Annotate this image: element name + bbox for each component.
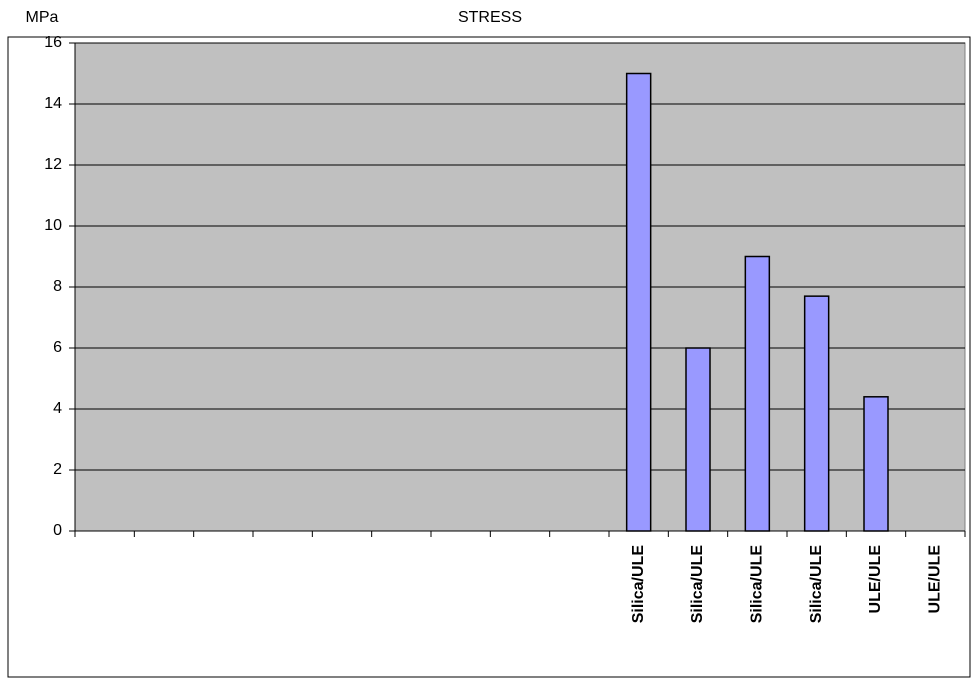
y-axis-label: MPa xyxy=(26,9,59,26)
x-tick-label: Silica/ULE xyxy=(749,545,766,624)
x-tick-label: Silica/ULE xyxy=(630,545,647,624)
chart-title: STRESS xyxy=(458,9,522,26)
x-tick-label: Silica/ULE xyxy=(808,545,825,624)
y-tick-label: 10 xyxy=(44,217,62,234)
y-tick-label: 16 xyxy=(44,34,62,51)
bar xyxy=(744,255,771,532)
y-tick-label: 8 xyxy=(53,278,62,295)
y-tick-label: 12 xyxy=(44,156,62,173)
bar xyxy=(863,396,889,532)
y-tick-label: 0 xyxy=(53,522,62,539)
x-tick-label: Silica/ULE xyxy=(689,545,706,624)
bar xyxy=(803,295,830,532)
y-tick-label: 14 xyxy=(44,95,62,112)
bar xyxy=(685,347,711,532)
x-tick-label: ULE/ULE xyxy=(927,545,944,614)
chart-border xyxy=(7,36,971,678)
y-tick-label: 6 xyxy=(53,339,62,356)
y-tick-label: 4 xyxy=(53,400,62,417)
y-tick-label: 2 xyxy=(53,461,62,478)
x-tick-label: ULE/ULE xyxy=(867,545,884,614)
bar xyxy=(625,72,652,532)
